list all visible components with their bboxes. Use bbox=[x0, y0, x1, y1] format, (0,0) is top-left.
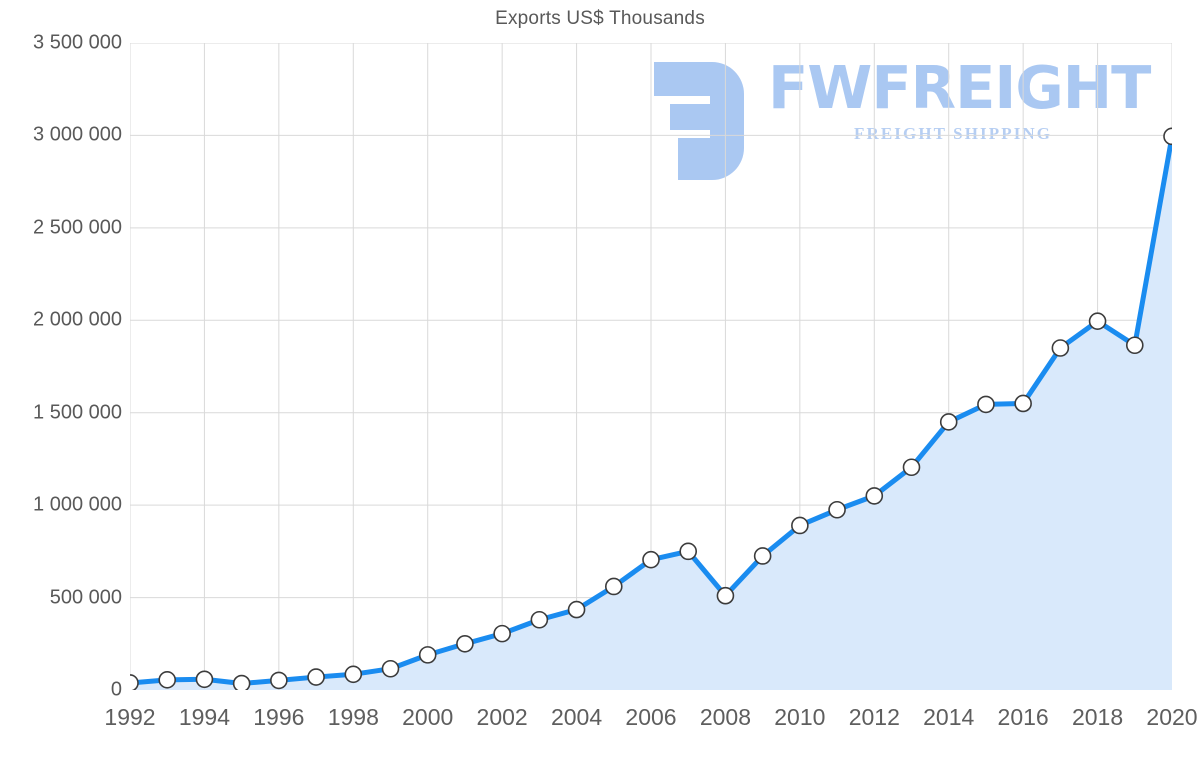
x-axis-tick-label: 2018 bbox=[1071, 704, 1124, 730]
data-point-marker bbox=[418, 646, 437, 664]
data-point-marker bbox=[604, 577, 623, 596]
data-point-marker bbox=[716, 586, 735, 605]
x-axis-tick-label: 2004 bbox=[550, 704, 603, 730]
data-point-marker bbox=[1088, 312, 1107, 331]
x-axis-tick-label: 2000 bbox=[402, 704, 454, 730]
x-axis-tick-label: 2020 bbox=[1146, 704, 1198, 730]
data-point-marker bbox=[130, 674, 139, 690]
x-axis-tick-label: 2012 bbox=[848, 704, 900, 730]
data-point-marker bbox=[270, 671, 288, 690]
plot-area bbox=[130, 43, 1172, 690]
data-point-marker bbox=[530, 610, 549, 629]
x-axis-tick-label: 2002 bbox=[476, 704, 528, 730]
y-axis-tick-label: 500 000 bbox=[49, 586, 122, 609]
x-axis-tick-label: 2006 bbox=[625, 704, 677, 730]
data-point-marker bbox=[679, 542, 698, 561]
data-point-marker bbox=[232, 674, 251, 690]
data-point-marker bbox=[195, 670, 214, 689]
data-point-marker bbox=[567, 600, 586, 619]
data-point-marker bbox=[828, 500, 846, 519]
data-point-marker bbox=[1163, 127, 1172, 146]
data-point-marker bbox=[939, 413, 958, 431]
data-point-marker bbox=[865, 487, 884, 505]
x-axis-tick-label: 1998 bbox=[327, 704, 379, 730]
data-point-marker bbox=[1014, 394, 1032, 413]
series-markers bbox=[130, 127, 1172, 690]
data-point-marker bbox=[1125, 336, 1144, 355]
data-point-marker bbox=[902, 458, 921, 477]
data-point-marker bbox=[307, 668, 325, 686]
data-point-marker bbox=[1051, 339, 1070, 357]
x-axis-tick-label: 1996 bbox=[253, 704, 305, 730]
data-point-marker bbox=[456, 634, 474, 653]
x-axis-tick-label: 2008 bbox=[699, 704, 752, 730]
y-axis-tick-label: 1 000 000 bbox=[33, 493, 122, 516]
x-axis-tick-label: 2016 bbox=[997, 704, 1049, 730]
y-axis-tick-label: 2 000 000 bbox=[33, 308, 122, 331]
data-point-marker bbox=[977, 395, 995, 414]
data-point-marker bbox=[642, 550, 660, 569]
y-axis-tick-label: 0 bbox=[110, 678, 122, 701]
data-point-marker bbox=[158, 671, 177, 689]
data-point-marker bbox=[344, 665, 363, 684]
x-axis-tick-label: 1994 bbox=[178, 704, 231, 730]
data-point-marker bbox=[791, 516, 809, 535]
x-axis-tick-label: 1992 bbox=[104, 704, 156, 730]
data-point-marker bbox=[493, 624, 511, 643]
x-axis-tick-label: 2014 bbox=[923, 704, 975, 730]
x-axis-tick-label: 2010 bbox=[774, 704, 826, 730]
y-axis-tick-label: 3 500 000 bbox=[33, 31, 122, 54]
y-axis-tick-label: 2 500 000 bbox=[33, 216, 122, 239]
data-point-marker bbox=[381, 659, 400, 678]
plot-canvas bbox=[130, 43, 1172, 690]
y-axis-tick-label: 3 000 000 bbox=[33, 123, 122, 146]
data-point-marker bbox=[753, 547, 772, 565]
chart-title: Exports US$ Thousands bbox=[495, 8, 705, 29]
series-area-fill bbox=[130, 136, 1172, 690]
y-axis-tick-label: 1 500 000 bbox=[33, 401, 122, 424]
